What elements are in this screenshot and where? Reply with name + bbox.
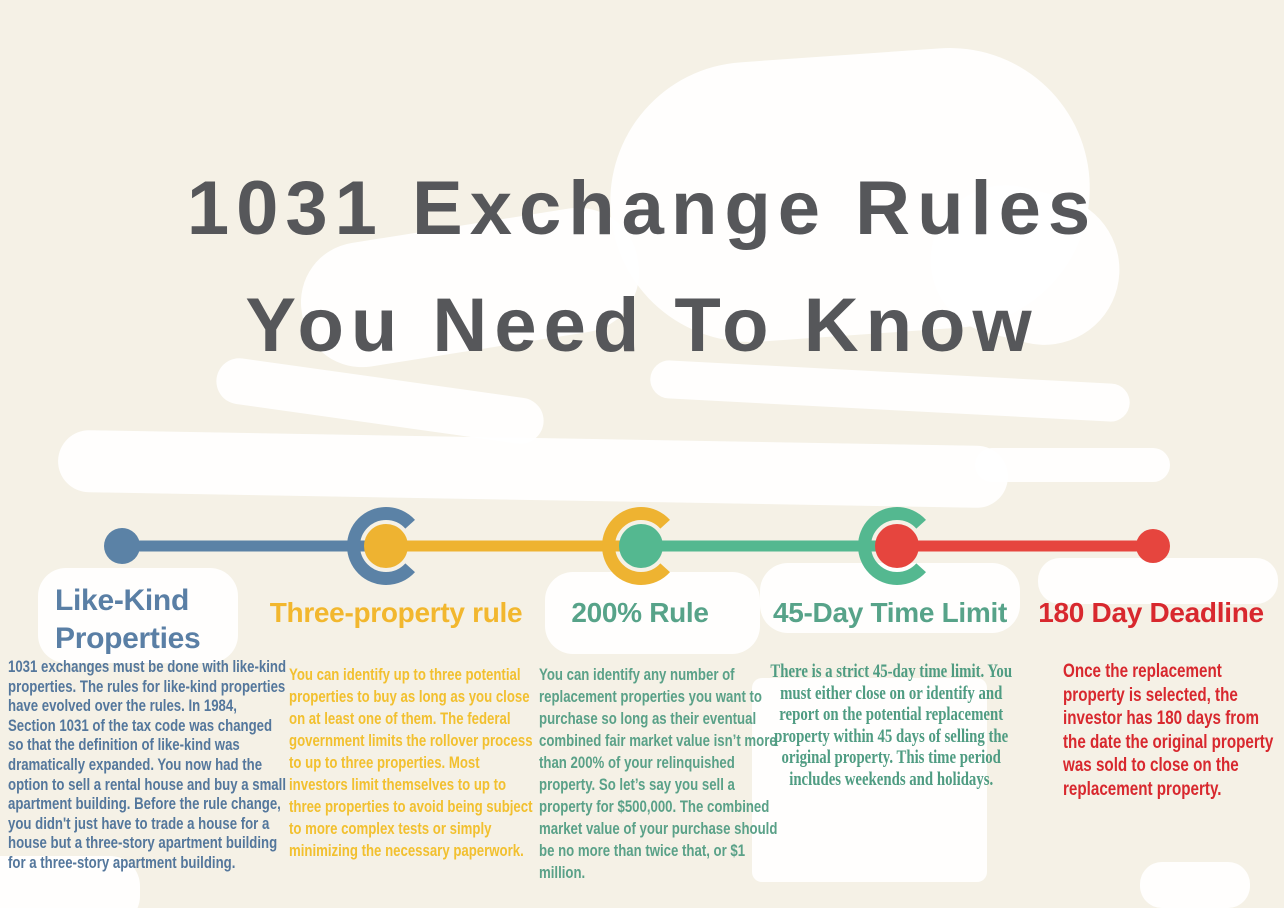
timeline: [104, 507, 1170, 585]
timeline-node-2-ring: [347, 507, 425, 585]
timeline-node-4-ring: [858, 507, 936, 585]
timeline-start-dot: [104, 528, 140, 564]
timeline-node-4-dot: [875, 524, 919, 568]
page-title-line-2: You Need To Know: [245, 283, 1039, 368]
section-body-180-day-deadline: Once the replacement property is selecte…: [1063, 661, 1274, 800]
page-title: 1031 Exchange Rules You Need To Know: [0, 150, 1284, 384]
section-body-like-kind-properties: 1031 exchanges must be done with like-ki…: [8, 658, 287, 872]
section-body-45-day-time-limit: There is a strict 45-day time limit. You…: [770, 662, 1013, 790]
timeline-node-3-ring: [602, 507, 680, 585]
timeline-node-2-dot: [364, 524, 408, 568]
timeline-node-3-dot: [619, 524, 663, 568]
brush-stroke: [1038, 558, 1278, 604]
brush-stroke: [1140, 862, 1250, 908]
timeline-end-dot: [1136, 529, 1170, 563]
brush-stroke: [545, 572, 760, 654]
section-label-200-percent-rule: 200% Rule: [571, 597, 709, 628]
section-label-45-day-time-limit: 45-Day Time Limit: [772, 597, 1008, 628]
brush-stroke: [752, 678, 987, 882]
section-label-three-property-rule: Three-property rule: [269, 597, 523, 628]
section-label-180-day-deadline: 180 Day Deadline: [1038, 597, 1264, 628]
brush-stroke: [38, 568, 238, 663]
section-body-three-property-rule: You can identify up to three potential p…: [289, 666, 533, 860]
brush-stroke: [0, 856, 140, 908]
section-body-200-percent-rule: You can identify any number of replaceme…: [539, 666, 778, 882]
brush-stroke: [975, 448, 1170, 482]
section-label-like-kind-properties: Like-Kind Properties: [55, 584, 201, 655]
page-title-line-1: 1031 Exchange Rules: [186, 166, 1098, 251]
